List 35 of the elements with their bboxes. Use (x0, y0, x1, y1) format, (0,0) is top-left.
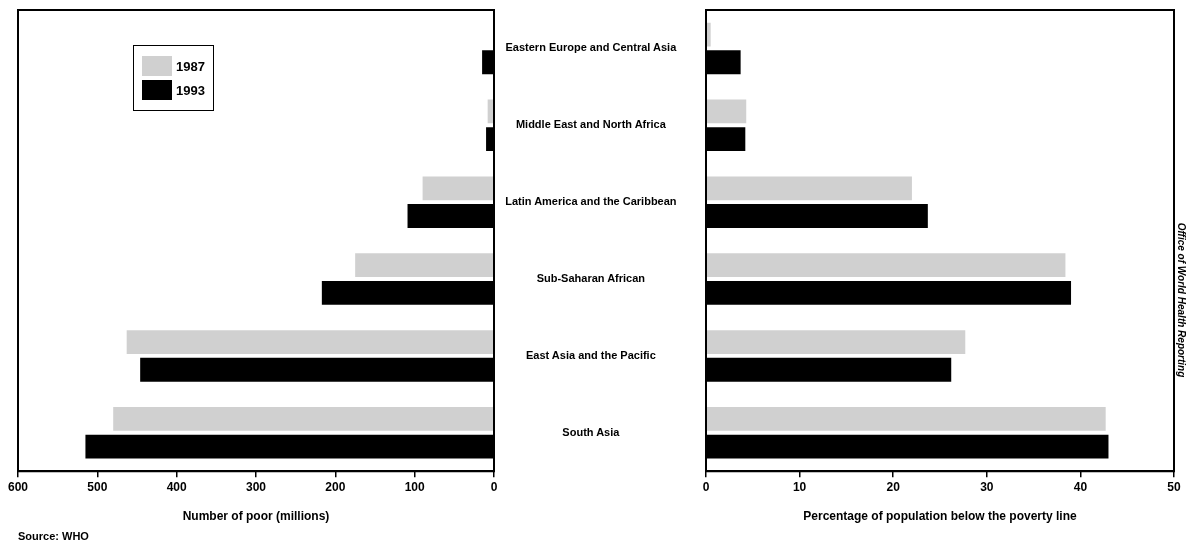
bar (706, 407, 1106, 431)
y-tick-label: Middle East and North Africa (515, 118, 667, 131)
bar (706, 99, 747, 124)
x-tick-label: 500 (87, 479, 108, 494)
y-tick-label: South Asia (562, 425, 621, 438)
x-tick-label: 400 (166, 479, 187, 494)
x-axis-title: Number of poor (millions) (182, 509, 330, 524)
source-note: Source: WHO (18, 530, 89, 542)
x-axis-title: Percentage of population below the poverty line (803, 509, 1078, 524)
x-tick-label: 200 (325, 479, 346, 494)
y-tick-label: Latin America and the Caribbean (505, 195, 677, 208)
x-tick-label: 10 (792, 479, 807, 494)
bar (706, 22, 711, 47)
x-tick-label: 300 (245, 479, 267, 494)
bar (706, 253, 1066, 278)
bar (422, 176, 494, 201)
text: Office of World Health Reporting (1176, 222, 1187, 378)
x-tick-label: 40 (1073, 479, 1088, 494)
x-tick-label: 20 (886, 479, 901, 494)
legend-label: 1987 (176, 58, 205, 74)
legend-label: 1993 (176, 82, 205, 98)
x-tick-label: 30 (980, 479, 994, 494)
x-tick-label: 0 (702, 479, 710, 494)
x-tick-label: 50 (1167, 479, 1181, 494)
bar (706, 330, 966, 354)
bar (355, 253, 494, 278)
bar (126, 330, 494, 354)
bar (113, 407, 494, 431)
x-tick-label: 100 (404, 479, 425, 494)
y-tick-label: Sub-Saharan African (536, 272, 646, 285)
y-tick-label: Eastern Europe and Central Asia (505, 41, 678, 54)
bar (706, 176, 912, 201)
x-tick-label: 600 (7, 479, 29, 494)
y-tick-label: East Asia and the Pacific (525, 348, 656, 361)
x-tick-label: 0 (490, 479, 498, 494)
